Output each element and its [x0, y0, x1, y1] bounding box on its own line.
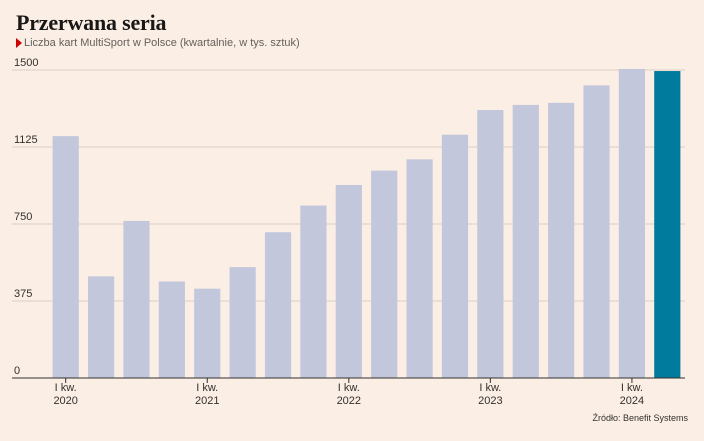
- chart-subtitle: Liczba kart MultiSport w Polsce (kwartal…: [16, 37, 300, 49]
- bar: [264, 232, 292, 378]
- bar: [194, 288, 221, 378]
- x-tick-label: I kw.: [55, 382, 77, 394]
- x-tick-label: I kw.: [338, 382, 360, 394]
- bar: [548, 102, 575, 378]
- y-tick-label: 750: [14, 211, 32, 223]
- bar: [654, 71, 681, 378]
- x-tick-label: I kw.: [196, 382, 218, 394]
- x-tick-label: I kw.: [479, 382, 501, 394]
- subtitle-text: Liczba kart MultiSport w Polsce (kwartal…: [24, 37, 300, 49]
- source-note: Źródło: Benefit Systems: [592, 413, 688, 423]
- bar: [300, 205, 327, 378]
- x-tick-year: 2022: [337, 395, 361, 407]
- bar: [406, 159, 433, 378]
- bar: [477, 110, 504, 378]
- bar: [229, 267, 256, 378]
- x-tick-year: 2023: [478, 395, 502, 407]
- bar: [371, 170, 398, 378]
- y-tick-label: 1500: [14, 57, 38, 69]
- bar: [583, 85, 610, 379]
- bar: [87, 276, 115, 378]
- bar: [618, 68, 646, 379]
- chart-title: Przerwana seria: [16, 10, 167, 35]
- y-tick-label: 375: [14, 288, 32, 300]
- y-tick-label: 1125: [14, 134, 38, 146]
- bar: [52, 136, 79, 378]
- x-tick-year: 2024: [620, 395, 644, 407]
- bar: [158, 281, 185, 378]
- x-tick-label: I kw.: [621, 382, 643, 394]
- subtitle-marker-icon: [16, 38, 22, 48]
- bar: [123, 220, 150, 378]
- bar: [512, 104, 539, 378]
- bar: [441, 134, 469, 378]
- x-tick-year: 2020: [53, 395, 77, 407]
- bar: [335, 184, 362, 378]
- x-tick-year: 2021: [195, 395, 219, 407]
- y-tick-label: 0: [14, 365, 20, 377]
